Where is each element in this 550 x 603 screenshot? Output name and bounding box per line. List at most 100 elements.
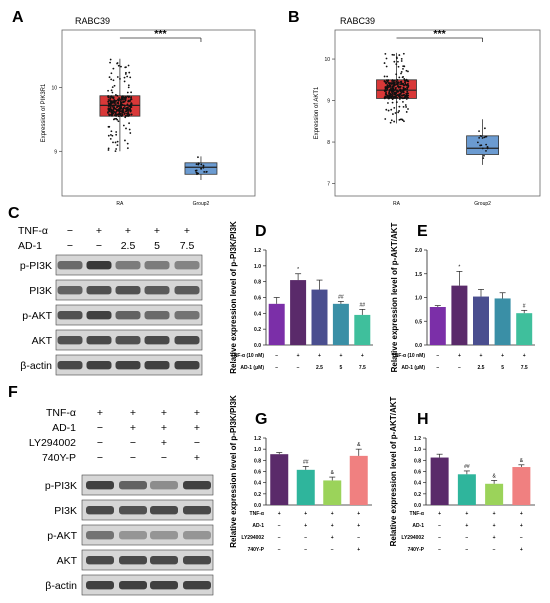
data-point [129, 132, 132, 134]
data-point [406, 79, 409, 82]
condition-cell: + [458, 353, 461, 359]
y-axis-label: Relative expression level of p-AKT/AKT [389, 396, 398, 546]
y-tick-label: 0.0 [415, 343, 422, 349]
condition-cell: + [331, 511, 334, 517]
blot-band [57, 261, 83, 270]
data-point [399, 89, 401, 92]
condition-cell: + [304, 511, 307, 517]
data-point [202, 164, 205, 167]
data-point [119, 98, 121, 101]
data-point [108, 76, 111, 79]
data-point [395, 73, 398, 76]
data-point [385, 79, 388, 82]
data-point [117, 110, 120, 112]
bar [485, 483, 504, 505]
data-point [112, 67, 115, 70]
data-point [400, 70, 403, 73]
band-label: PI3K [29, 285, 52, 297]
data-point [112, 110, 115, 113]
data-point [390, 119, 393, 122]
data-point [392, 81, 395, 84]
data-point [108, 114, 111, 117]
data-point [387, 79, 390, 82]
data-point [128, 122, 130, 125]
data-point [116, 140, 119, 143]
treatment-cell: + [161, 407, 167, 419]
data-point [399, 85, 402, 88]
plot-frame [334, 29, 541, 197]
data-point [393, 120, 396, 123]
condition-cell: + [501, 353, 504, 359]
bar [473, 296, 489, 345]
condition-cell: + [339, 353, 342, 359]
data-point [121, 113, 124, 116]
data-point [390, 96, 393, 98]
data-point [407, 108, 409, 110]
band-label: PI3K [54, 505, 77, 517]
condition-cell: − [275, 353, 278, 359]
blot-band [86, 261, 112, 270]
condition-cell: − [438, 547, 441, 553]
data-point [399, 83, 402, 86]
data-point [398, 54, 401, 56]
data-point [404, 81, 406, 84]
data-point [401, 119, 404, 121]
treatment-cell: + [161, 422, 167, 434]
condition-cell: + [318, 353, 321, 359]
data-point [115, 131, 118, 133]
data-point [127, 111, 129, 114]
blot-band [86, 336, 112, 345]
condition-cell: − [275, 365, 278, 371]
treatment-cell: + [194, 422, 200, 434]
blot-band [174, 361, 200, 370]
bar-chart-layer: 0.0 0.2 0.4 0.6 0.8 1.0 1.2 Relative expression… [229, 221, 535, 553]
treatment-cell: − [67, 225, 73, 237]
blot-strip [81, 499, 214, 521]
boxplot-b: RABC39 7 8 9 10 Expression of AKT1 RA Group2 *** [314, 16, 541, 207]
blot-strip [81, 524, 214, 546]
condition-label: 740Y-P [248, 547, 265, 553]
data-point [111, 112, 114, 115]
condition-cell: + [480, 353, 483, 359]
significance-mark: & [357, 442, 361, 448]
blot-band [144, 336, 170, 345]
x-tick-label: RA [116, 201, 124, 207]
data-point [116, 76, 119, 78]
condition-cell: 2.5 [478, 365, 485, 371]
treatment-cell: 5 [154, 240, 160, 252]
data-point [110, 110, 113, 113]
data-point [398, 110, 400, 112]
data-point [110, 89, 113, 92]
data-point [114, 117, 116, 120]
condition-cell: + [523, 353, 526, 359]
blot-band [144, 261, 170, 270]
bar [354, 314, 371, 345]
data-point [389, 81, 391, 84]
data-point [481, 147, 484, 150]
data-point [404, 104, 407, 106]
data-point [478, 137, 481, 139]
blot-band [86, 286, 112, 295]
y-axis-label: Relative expression level of p-PI3K/PI3K [229, 395, 238, 548]
bar [457, 474, 476, 505]
bar [268, 303, 285, 345]
data-point [405, 94, 408, 97]
blot-band [144, 361, 170, 370]
blot-band [115, 311, 141, 320]
blot-band [115, 261, 141, 270]
blot-band [86, 481, 114, 490]
data-point [114, 103, 117, 106]
bar [512, 467, 531, 505]
data-point [406, 88, 409, 91]
condition-cell: + [520, 547, 523, 553]
data-point [400, 57, 403, 60]
condition-label: TNF-α (10 nM) [231, 353, 265, 359]
data-point [119, 77, 121, 80]
data-point [117, 64, 120, 67]
sig-label: *** [433, 28, 446, 40]
data-point [388, 92, 390, 95]
data-point [387, 95, 390, 98]
band-label: β-actin [20, 360, 52, 372]
bar [332, 303, 349, 345]
condition-label: AD-1 (μM) [240, 365, 264, 371]
